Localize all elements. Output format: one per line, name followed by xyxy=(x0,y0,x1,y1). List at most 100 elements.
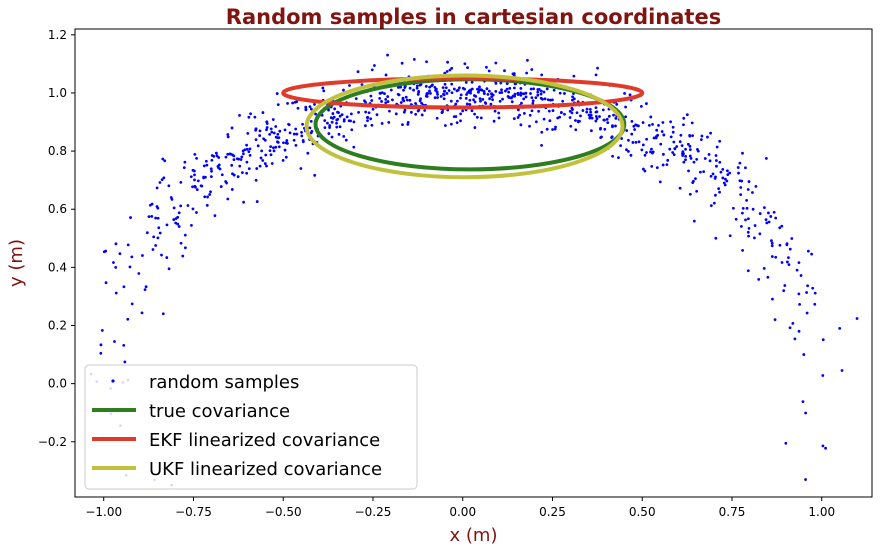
sample-point xyxy=(406,123,410,126)
sample-point xyxy=(703,157,707,160)
sample-point xyxy=(415,84,419,88)
sample-point xyxy=(336,110,339,114)
sample-point xyxy=(276,132,280,136)
sample-point xyxy=(468,90,471,94)
sample-point xyxy=(700,134,704,138)
sample-point xyxy=(449,122,453,126)
sample-point xyxy=(433,96,437,100)
sample-point xyxy=(342,118,346,121)
sample-point xyxy=(144,285,148,289)
sample-point xyxy=(450,82,454,86)
sample-point xyxy=(486,93,490,96)
sample-point xyxy=(331,116,335,120)
sample-point xyxy=(746,230,750,234)
sample-point xyxy=(757,278,761,281)
sample-point xyxy=(641,121,645,124)
sample-point xyxy=(599,127,602,131)
sample-point xyxy=(241,171,244,175)
sample-point xyxy=(224,180,228,183)
sample-point xyxy=(554,125,557,129)
sample-point xyxy=(530,96,534,100)
sample-point xyxy=(473,100,477,104)
sample-point xyxy=(675,145,679,148)
sample-point xyxy=(542,117,546,121)
sample-point xyxy=(161,157,165,161)
sample-point xyxy=(163,159,167,163)
sample-point xyxy=(654,136,658,140)
sample-point xyxy=(123,360,127,364)
sample-point xyxy=(721,176,725,180)
sample-point xyxy=(160,178,164,182)
sample-point xyxy=(448,68,452,72)
sample-point xyxy=(400,61,404,65)
sample-point xyxy=(391,98,394,102)
sample-point xyxy=(369,94,373,98)
sample-point xyxy=(746,188,750,191)
sample-point xyxy=(668,147,672,151)
sample-point xyxy=(338,125,342,129)
sample-point xyxy=(195,156,199,160)
sample-point xyxy=(416,92,420,96)
sample-point xyxy=(614,124,617,128)
sample-point xyxy=(162,176,166,180)
sample-point xyxy=(706,135,709,139)
sample-point xyxy=(737,171,740,175)
sample-point xyxy=(205,203,209,207)
sample-point xyxy=(265,126,269,129)
sample-point xyxy=(458,86,461,90)
sample-point xyxy=(152,235,156,239)
sample-point xyxy=(155,205,159,208)
sample-point xyxy=(501,97,504,101)
sample-point xyxy=(552,88,556,92)
sample-point xyxy=(643,153,647,157)
sample-point xyxy=(712,201,716,205)
sample-point xyxy=(645,102,648,105)
sample-point xyxy=(145,231,149,235)
sample-point xyxy=(161,312,165,316)
sample-point xyxy=(242,200,245,204)
sample-point xyxy=(352,120,356,124)
sample-point xyxy=(744,166,747,170)
sample-point xyxy=(360,83,364,87)
sample-point xyxy=(373,64,376,67)
sample-point xyxy=(615,102,619,106)
sample-point xyxy=(824,446,827,450)
sample-point xyxy=(500,91,504,94)
sample-point xyxy=(383,92,386,96)
sample-point xyxy=(281,159,285,162)
sample-point xyxy=(424,84,428,88)
sample-point xyxy=(651,122,654,126)
sample-point xyxy=(787,256,790,260)
sample-point xyxy=(690,121,694,125)
sample-point xyxy=(247,167,251,171)
sample-point xyxy=(442,93,446,97)
sample-point xyxy=(182,166,186,170)
sample-point xyxy=(113,340,116,343)
sample-point xyxy=(309,119,313,123)
sample-point xyxy=(738,161,742,165)
x-tick-label: −1.00 xyxy=(85,505,122,519)
sample-point xyxy=(623,92,626,95)
x-tick-label: 0.00 xyxy=(449,505,476,519)
sample-point xyxy=(179,241,183,245)
sample-point xyxy=(283,148,287,152)
sample-point xyxy=(414,101,417,105)
sample-point xyxy=(258,134,262,137)
sample-point xyxy=(213,214,217,218)
sample-point xyxy=(511,94,515,98)
sample-point xyxy=(313,103,316,106)
sample-point xyxy=(589,110,593,114)
sample-point xyxy=(470,109,474,113)
sample-point xyxy=(588,116,592,120)
sample-point xyxy=(490,92,493,96)
sample-point xyxy=(230,126,234,130)
sample-point xyxy=(150,214,154,218)
sample-point xyxy=(265,164,268,168)
sample-point xyxy=(158,181,162,184)
sample-point xyxy=(294,144,298,147)
sample-point xyxy=(304,105,308,109)
sample-point xyxy=(518,113,521,117)
sample-point xyxy=(434,87,438,91)
sample-point xyxy=(435,90,439,94)
